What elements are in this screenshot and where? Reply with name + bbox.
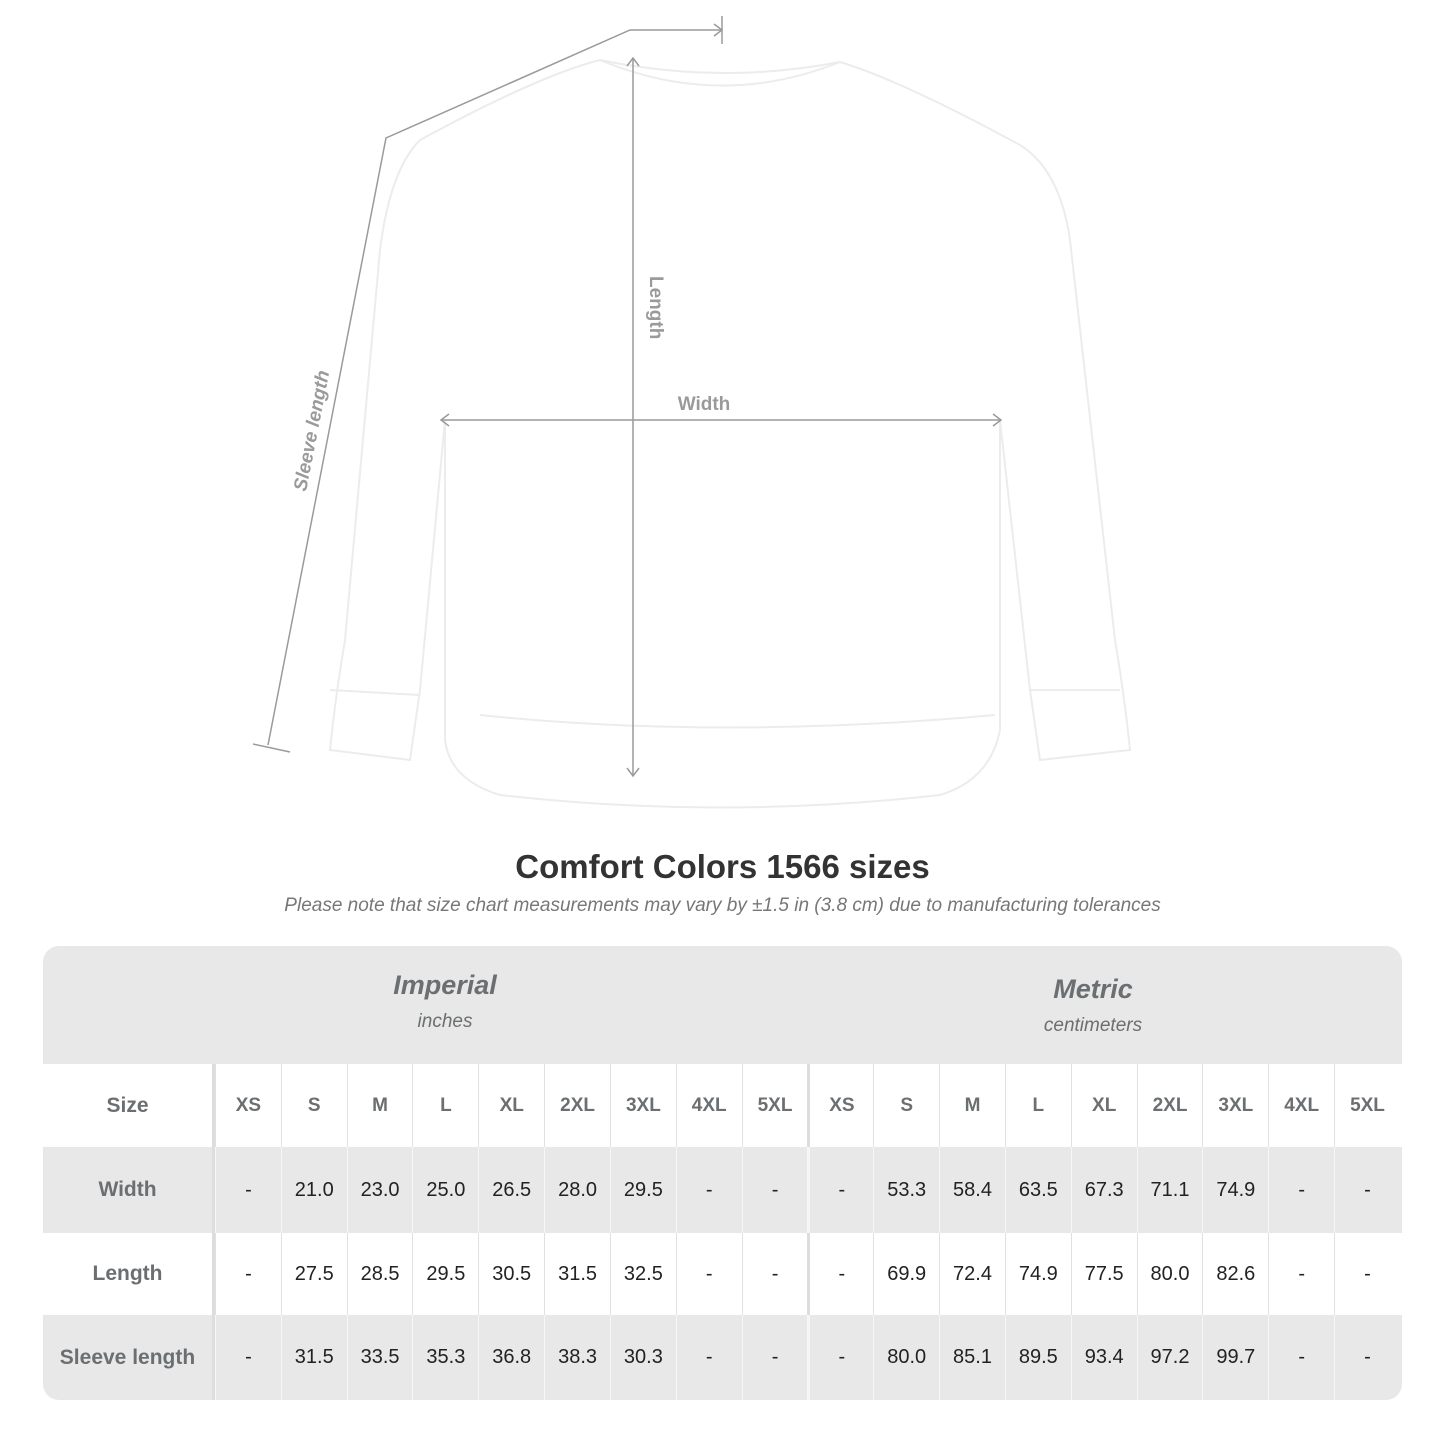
value-cell-imperial: 31.5 [544,1233,610,1315]
value-cell-imperial: 30.3 [609,1315,676,1400]
value-cell-metric: 80.0 [873,1315,939,1400]
value-cell-metric: 63.5 [1004,1147,1071,1233]
value-cell-metric: 69.9 [873,1233,939,1315]
value-cell-imperial: - [741,1315,808,1400]
size-header-imperial: 4XL [675,1064,742,1147]
size-header-metric: XL [1070,1064,1137,1147]
value-cell-metric: 77.5 [1070,1233,1137,1315]
value-cell-metric: 82.6 [1202,1233,1268,1315]
size-header-imperial: M [346,1064,413,1147]
value-cell-metric: 97.2 [1136,1315,1203,1400]
value-cell-imperial: - [215,1233,281,1315]
sweatshirt-image [328,58,1132,809]
size-header-imperial: XS [215,1064,281,1147]
sleeve-length-label: Sleeve length [290,369,334,493]
table-row: Sleeve length -31.5 33.5 35.3 36.8 38.3 30.3- -… [43,1315,1402,1400]
tolerance-note: Please note that size chart measurements… [284,895,1161,916]
value-cell-metric: 80.0 [1136,1233,1203,1315]
value-cell-imperial: 31.5 [280,1315,347,1400]
size-header-row: Size XS S M L XL 2XL 3XL 4XL 5XL XS S M L XL 2XL 3XL 4XL 5… [43,1064,1402,1147]
row-label: Width [43,1147,215,1233]
value-cell-imperial: 21.0 [280,1147,347,1233]
value-cell-imperial: 23.0 [346,1147,413,1233]
value-cell-metric: 99.7 [1202,1315,1268,1400]
value-cell-imperial: 27.5 [280,1233,347,1315]
value-cell-imperial: 28.5 [346,1233,413,1315]
sleeve-line [267,29,722,746]
value-cell-metric: - [1334,1147,1400,1233]
size-header-metric: M [939,1064,1005,1147]
value-cell-imperial: 33.5 [346,1315,413,1400]
size-header-metric: 4XL [1268,1064,1334,1147]
value-cell-metric: - [1334,1233,1400,1315]
value-cell-imperial: 25.0 [412,1147,478,1233]
row-label: Sleeve length [43,1315,215,1400]
length-label: Length [645,276,666,339]
metric-title: Metric [1053,974,1133,1004]
value-cell-imperial: 28.0 [544,1147,610,1233]
size-header-metric: L [1004,1064,1071,1147]
value-cell-metric: - [807,1315,873,1400]
value-cell-metric: - [1268,1315,1334,1400]
size-header-metric: 2XL [1136,1064,1203,1147]
value-cell-imperial: 32.5 [609,1233,676,1315]
size-header-metric: 5XL [1334,1064,1400,1147]
size-header-metric: S [873,1064,939,1147]
imperial-unit: inches [417,1011,473,1032]
metric-header: Metric centimeters [863,974,1323,1037]
size-header-imperial: 2XL [544,1064,610,1147]
value-cell-imperial: - [675,1315,742,1400]
value-cell-imperial: - [741,1233,808,1315]
value-cell-metric: 67.3 [1070,1147,1137,1233]
table-row: Width -21.0 23.0 25.0 26.5 28.0 29.5- - -53.3 58.… [43,1147,1402,1233]
sweatshirt-diagram: Length Width Sleeve length [252,16,1132,809]
imperial-title: Imperial [393,970,497,1000]
value-cell-metric: - [1334,1315,1400,1400]
value-cell-imperial: 26.5 [478,1147,544,1233]
row-label: Length [43,1233,215,1315]
value-cell-imperial: 35.3 [412,1315,478,1400]
size-header-imperial: 5XL [741,1064,808,1147]
value-cell-metric: 74.9 [1004,1233,1071,1315]
metric-unit: centimeters [1043,1015,1143,1036]
value-cell-metric: - [807,1147,873,1233]
value-cell-imperial: - [741,1147,808,1233]
size-table: Imperial inches Metric centimeters Size X… [43,946,1402,1400]
measurement-lines [252,16,1003,778]
value-cell-metric: 58.4 [939,1147,1005,1233]
value-cell-metric: 53.3 [873,1147,939,1233]
table-group-header: Imperial inches Metric centimeters [43,946,1402,1064]
value-cell-imperial: - [675,1147,742,1233]
table-row: Length -27.5 28.5 29.5 30.5 31.5 32.5- - -69.9 72… [43,1233,1402,1315]
size-header-imperial: XL [478,1064,544,1147]
value-cell-imperial: 38.3 [544,1315,610,1400]
value-cell-metric: 71.1 [1136,1147,1203,1233]
value-cell-imperial: 30.5 [478,1233,544,1315]
value-cell-metric: 74.9 [1202,1147,1268,1233]
value-cell-metric: 72.4 [939,1233,1005,1315]
value-cell-imperial: - [215,1315,281,1400]
value-cell-metric: 89.5 [1004,1315,1071,1400]
size-header-imperial: 3XL [609,1064,676,1147]
size-header-metric: XS [807,1064,873,1147]
size-header-imperial: S [280,1064,347,1147]
chart-title: Comfort Colors 1566 sizes [515,848,930,885]
value-cell-imperial: 29.5 [412,1233,478,1315]
imperial-header: Imperial inches [215,970,675,1033]
value-cell-metric: - [1268,1147,1334,1233]
value-cell-imperial: 29.5 [609,1147,676,1233]
value-cell-imperial: - [215,1147,281,1233]
value-cell-metric: - [807,1233,873,1315]
value-cell-imperial: 36.8 [478,1315,544,1400]
value-cell-imperial: - [675,1233,742,1315]
size-header-metric: 3XL [1202,1064,1268,1147]
value-cell-metric: 85.1 [939,1315,1005,1400]
value-cell-metric: 93.4 [1070,1315,1137,1400]
value-cell-metric: - [1268,1233,1334,1315]
row-label: Size [43,1064,215,1147]
size-header-imperial: L [412,1064,478,1147]
width-label: Width [678,394,731,415]
